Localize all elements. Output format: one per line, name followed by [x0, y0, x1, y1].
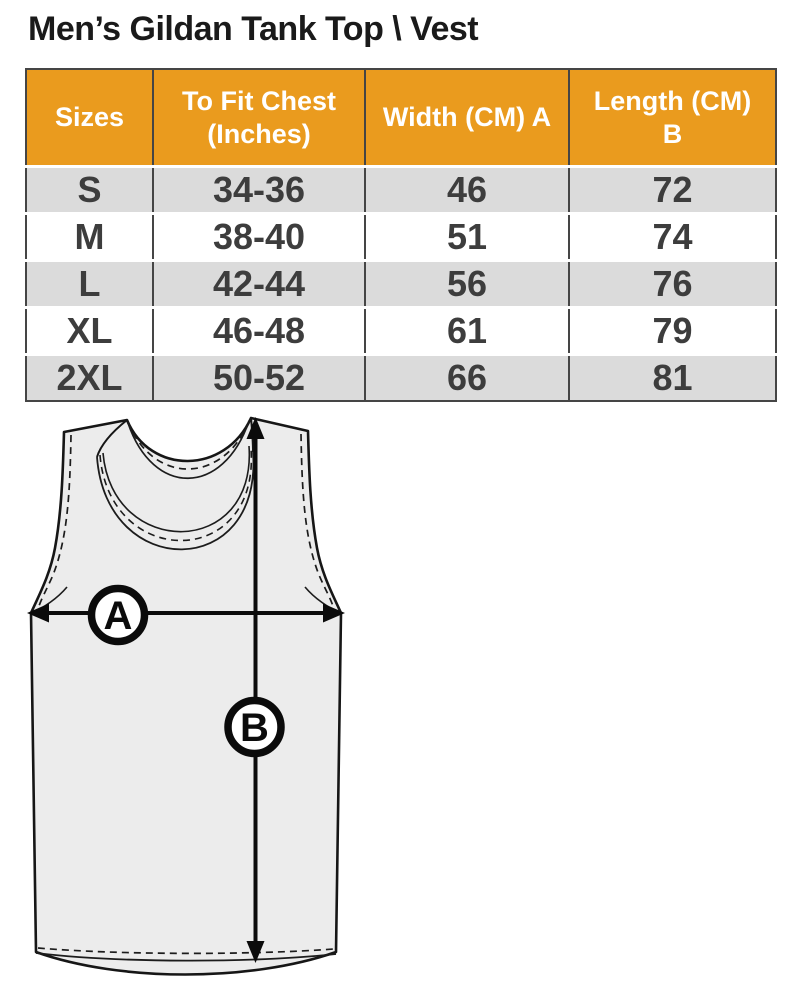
back-neck-binding-line — [127, 420, 250, 480]
cell-chest: 34-36 — [152, 165, 365, 214]
tank-top-measurement-diagram: A B — [27, 416, 345, 976]
cell-length: 72 — [568, 165, 776, 214]
table-row: L 42-44 56 76 — [26, 259, 776, 308]
length-arrow-up-head — [246, 417, 265, 439]
table-row: S 34-36 46 72 — [26, 165, 776, 214]
header-chest-line1: To Fit Chest — [182, 85, 336, 116]
left-strap-inner-edge — [96, 419, 128, 458]
header-chest-line2: (Inches) — [207, 118, 311, 149]
cell-width: 51 — [364, 212, 569, 261]
width-label-circle — [87, 584, 149, 646]
cell-length: 76 — [568, 259, 776, 308]
cell-chest: 46-48 — [152, 306, 365, 355]
header-sizes: Sizes — [26, 69, 153, 167]
cell-size: 2XL — [26, 353, 153, 401]
front-neck-stitch-line — [99, 448, 252, 542]
cell-width: 56 — [364, 259, 569, 308]
cell-width: 66 — [364, 353, 569, 401]
header-chest: To Fit Chest (Inches) — [152, 69, 365, 167]
length-label-circle — [224, 696, 285, 758]
cell-chest: 42-44 — [152, 259, 365, 308]
cell-length: 79 — [568, 306, 776, 355]
hem-edge-line — [35, 952, 337, 962]
page-title: Men’s Gildan Tank Top \ Vest — [28, 10, 479, 48]
header-width: Width (CM) A — [364, 69, 569, 167]
cell-size: L — [26, 259, 153, 308]
cell-length: 81 — [568, 353, 776, 401]
cell-width: 46 — [364, 165, 569, 214]
header-width-label: Width (CM) A — [382, 102, 552, 133]
header-length-line1: Length (CM) — [593, 85, 752, 116]
front-neck-outer-line — [96, 451, 255, 551]
hem-stitch-line — [37, 947, 335, 955]
right-armhole-stitch-line — [300, 433, 335, 610]
table-header-row: Sizes To Fit Chest (Inches) Width (CM) A… — [26, 69, 776, 167]
header-length: Length (CM) B — [568, 69, 776, 167]
cell-chest: 38-40 — [152, 212, 365, 261]
left-armhole-stitch-line — [37, 434, 72, 610]
header-length-line2: B — [662, 118, 683, 149]
length-arrow-down-head — [246, 941, 265, 963]
width-arrow-right-head — [323, 603, 345, 623]
cell-chest: 50-52 — [152, 353, 365, 401]
table-row: XL 46-48 61 79 — [26, 306, 776, 355]
length-label: B — [240, 706, 269, 750]
garment-outline — [29, 416, 343, 976]
cell-size: XL — [26, 306, 153, 355]
header-sizes-label: Sizes — [54, 102, 125, 133]
table-row: 2XL 50-52 66 81 — [26, 353, 776, 401]
width-label: A — [104, 594, 133, 638]
cell-size: S — [26, 165, 153, 214]
cell-width: 61 — [364, 306, 569, 355]
width-arrow-left-head — [27, 603, 49, 623]
cell-size: M — [26, 212, 153, 261]
cell-length: 74 — [568, 212, 776, 261]
front-neck-inner-line — [102, 445, 250, 533]
size-chart-table: Sizes To Fit Chest (Inches) Width (CM) A… — [25, 68, 777, 402]
table-row: M 38-40 51 74 — [26, 212, 776, 261]
